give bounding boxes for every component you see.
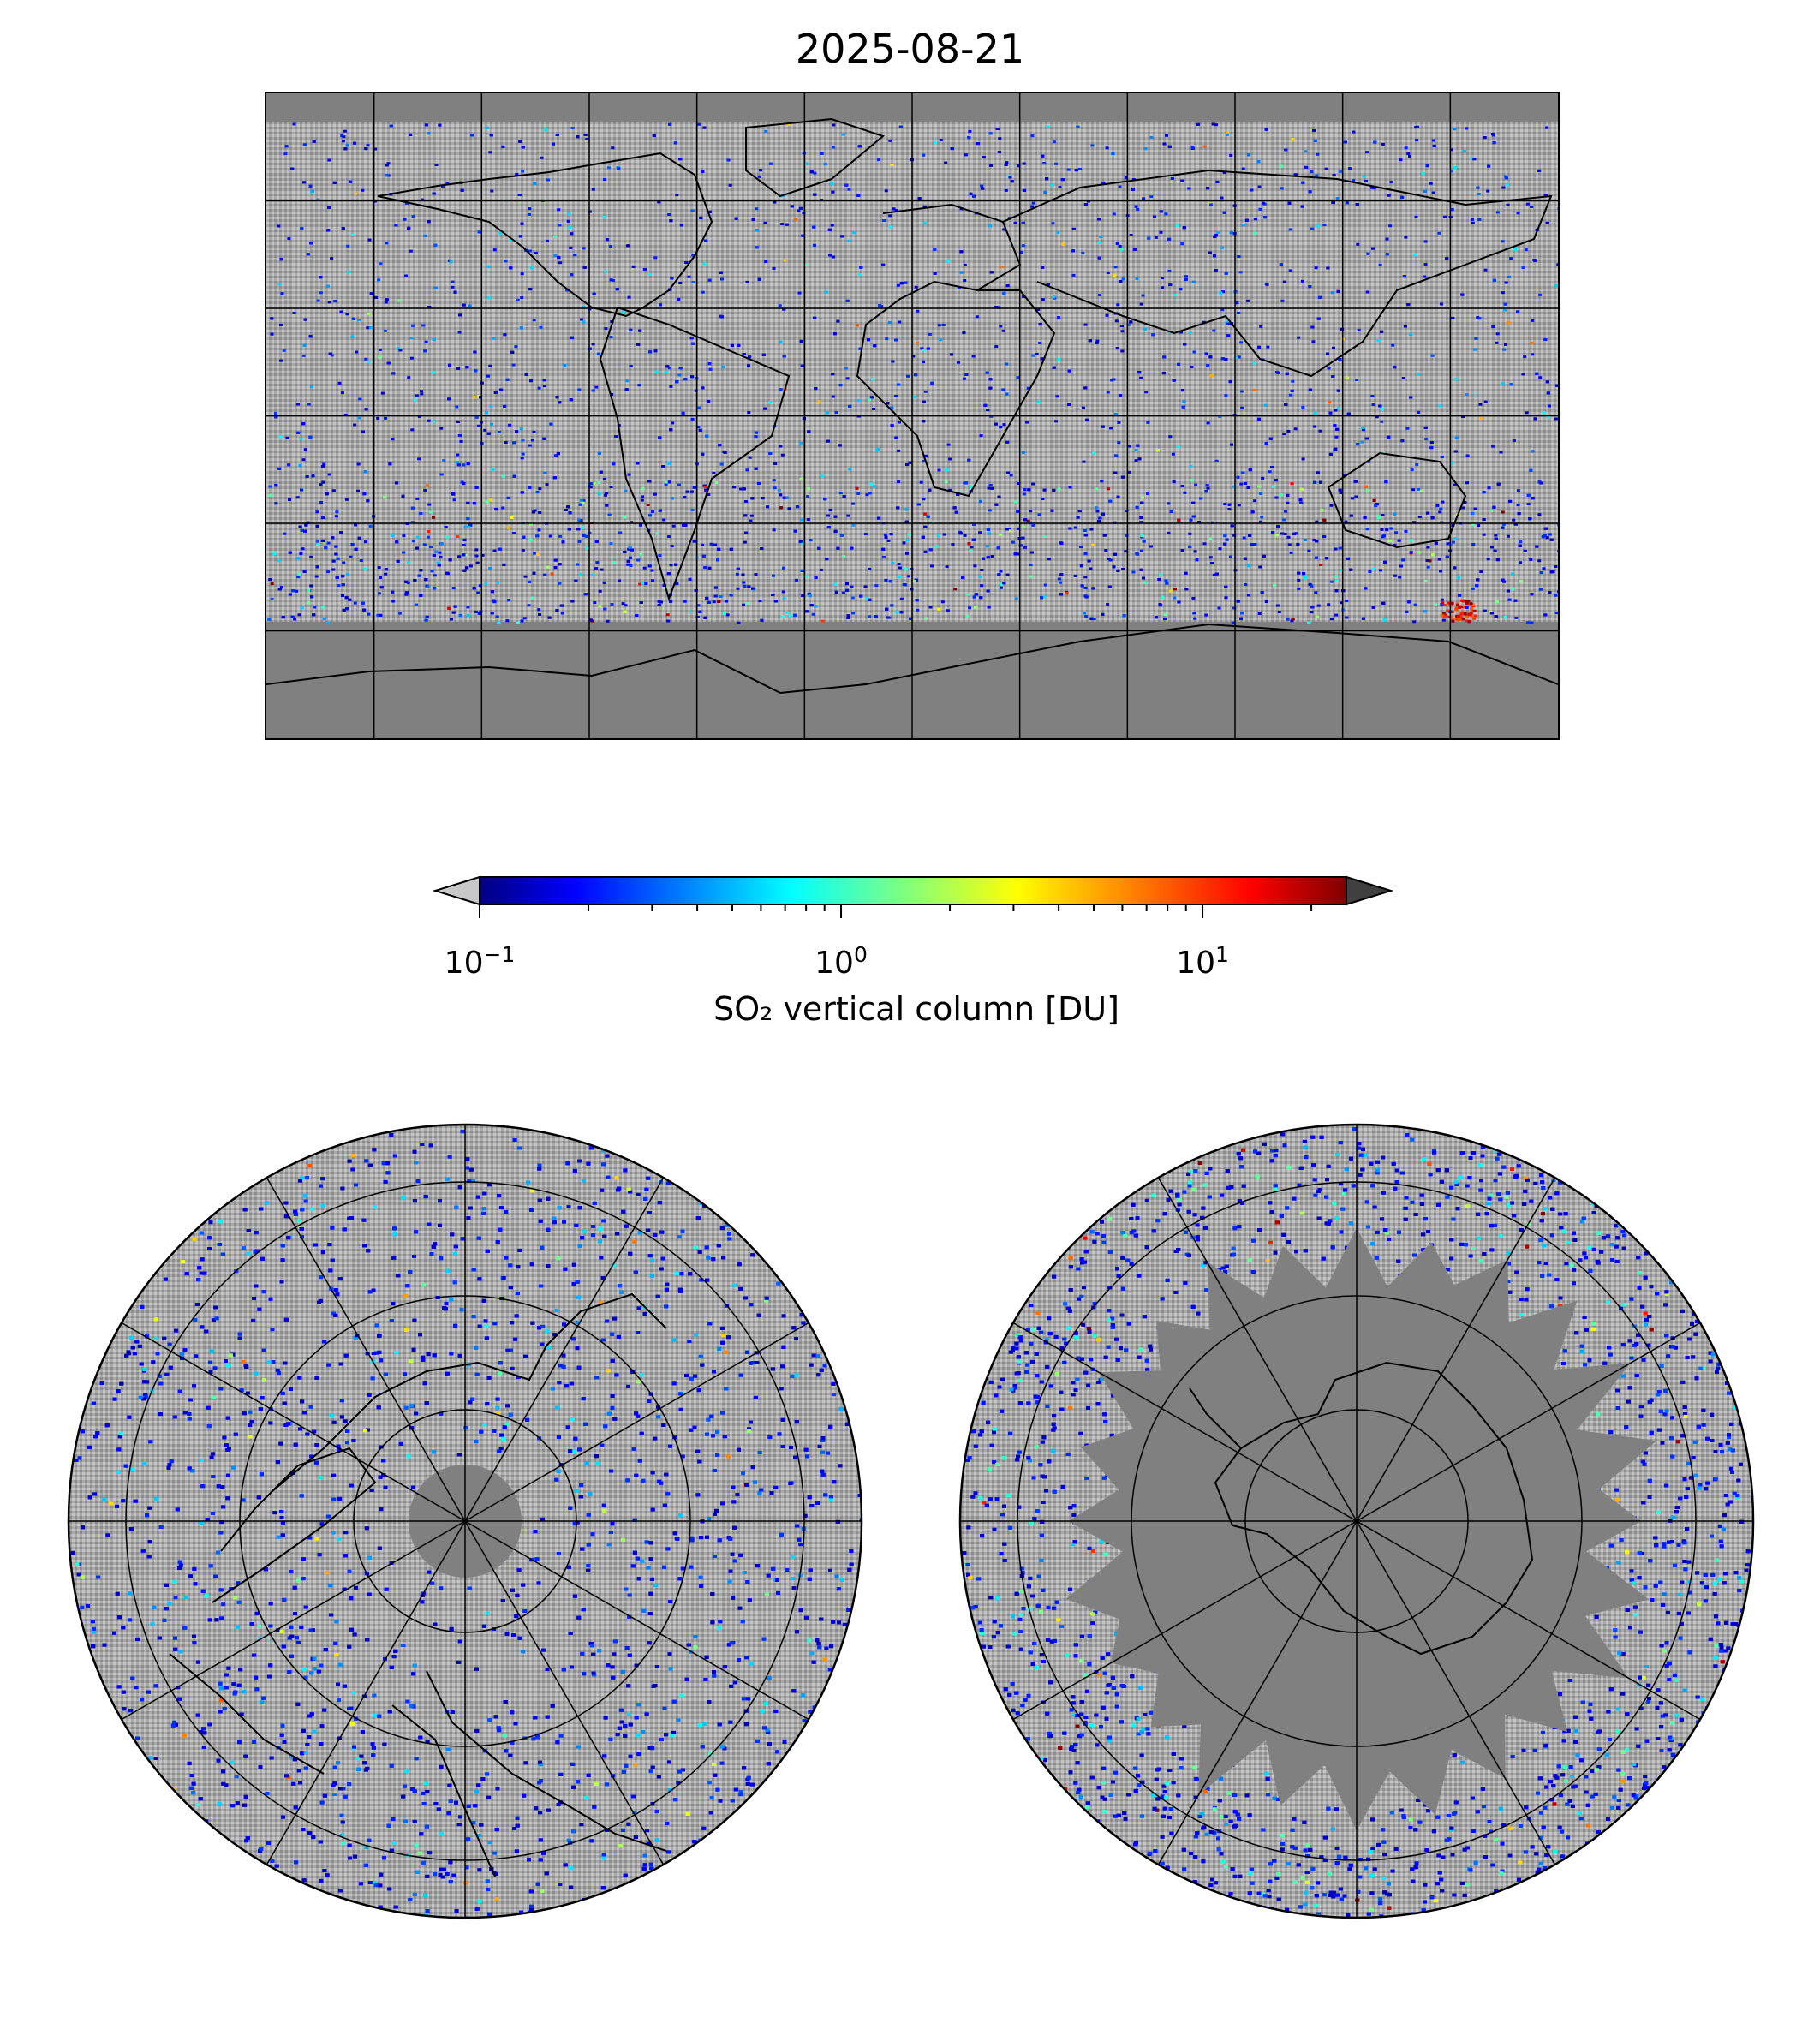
tick-base: 10 [815,946,854,981]
map-boundary [958,1123,1755,1919]
colorbar-label: SO₂ vertical column [DU] [713,990,1119,1028]
world-map [265,92,1560,740]
colorbar-ticks [479,904,1313,918]
antarctica-coastline [1189,1361,1534,1656]
map-boundary [67,1123,863,1919]
coastlines [266,117,1558,695]
coastlines [169,1292,667,1877]
colorbar-gradient [479,876,1347,905]
colorbar-over-extension [1346,875,1394,906]
world-map-canvas [266,93,1558,738]
tick-exponent: 0 [853,942,868,967]
figure-title: 2025-08-21 [795,26,1025,72]
south-polar-map [958,1123,1755,1919]
tick-exponent: −1 [483,942,516,967]
tick-exponent: 1 [1215,942,1229,967]
colorbar-bar [432,875,1394,918]
gridlines [69,1125,862,1918]
north-polar-map [67,1123,863,1919]
gridlines [960,1125,1753,1918]
colorbar-tick-label: 10−1 [445,942,516,981]
colorbar-tick-label: 101 [1176,942,1229,981]
north-polar-canvas [67,1123,863,1919]
south-polar-canvas [958,1123,1755,1919]
colorbar: 10−1 100 101 SO₂ vertical column [DU] [428,865,1405,1053]
tick-base: 10 [444,946,484,981]
tick-base: 10 [1176,946,1215,981]
gridlines [266,93,1558,738]
so2-pixels [70,1130,862,1918]
colorbar-under-extension [432,875,480,906]
colorbar-tick-label: 100 [815,942,868,981]
so2-pixels [267,122,1558,624]
